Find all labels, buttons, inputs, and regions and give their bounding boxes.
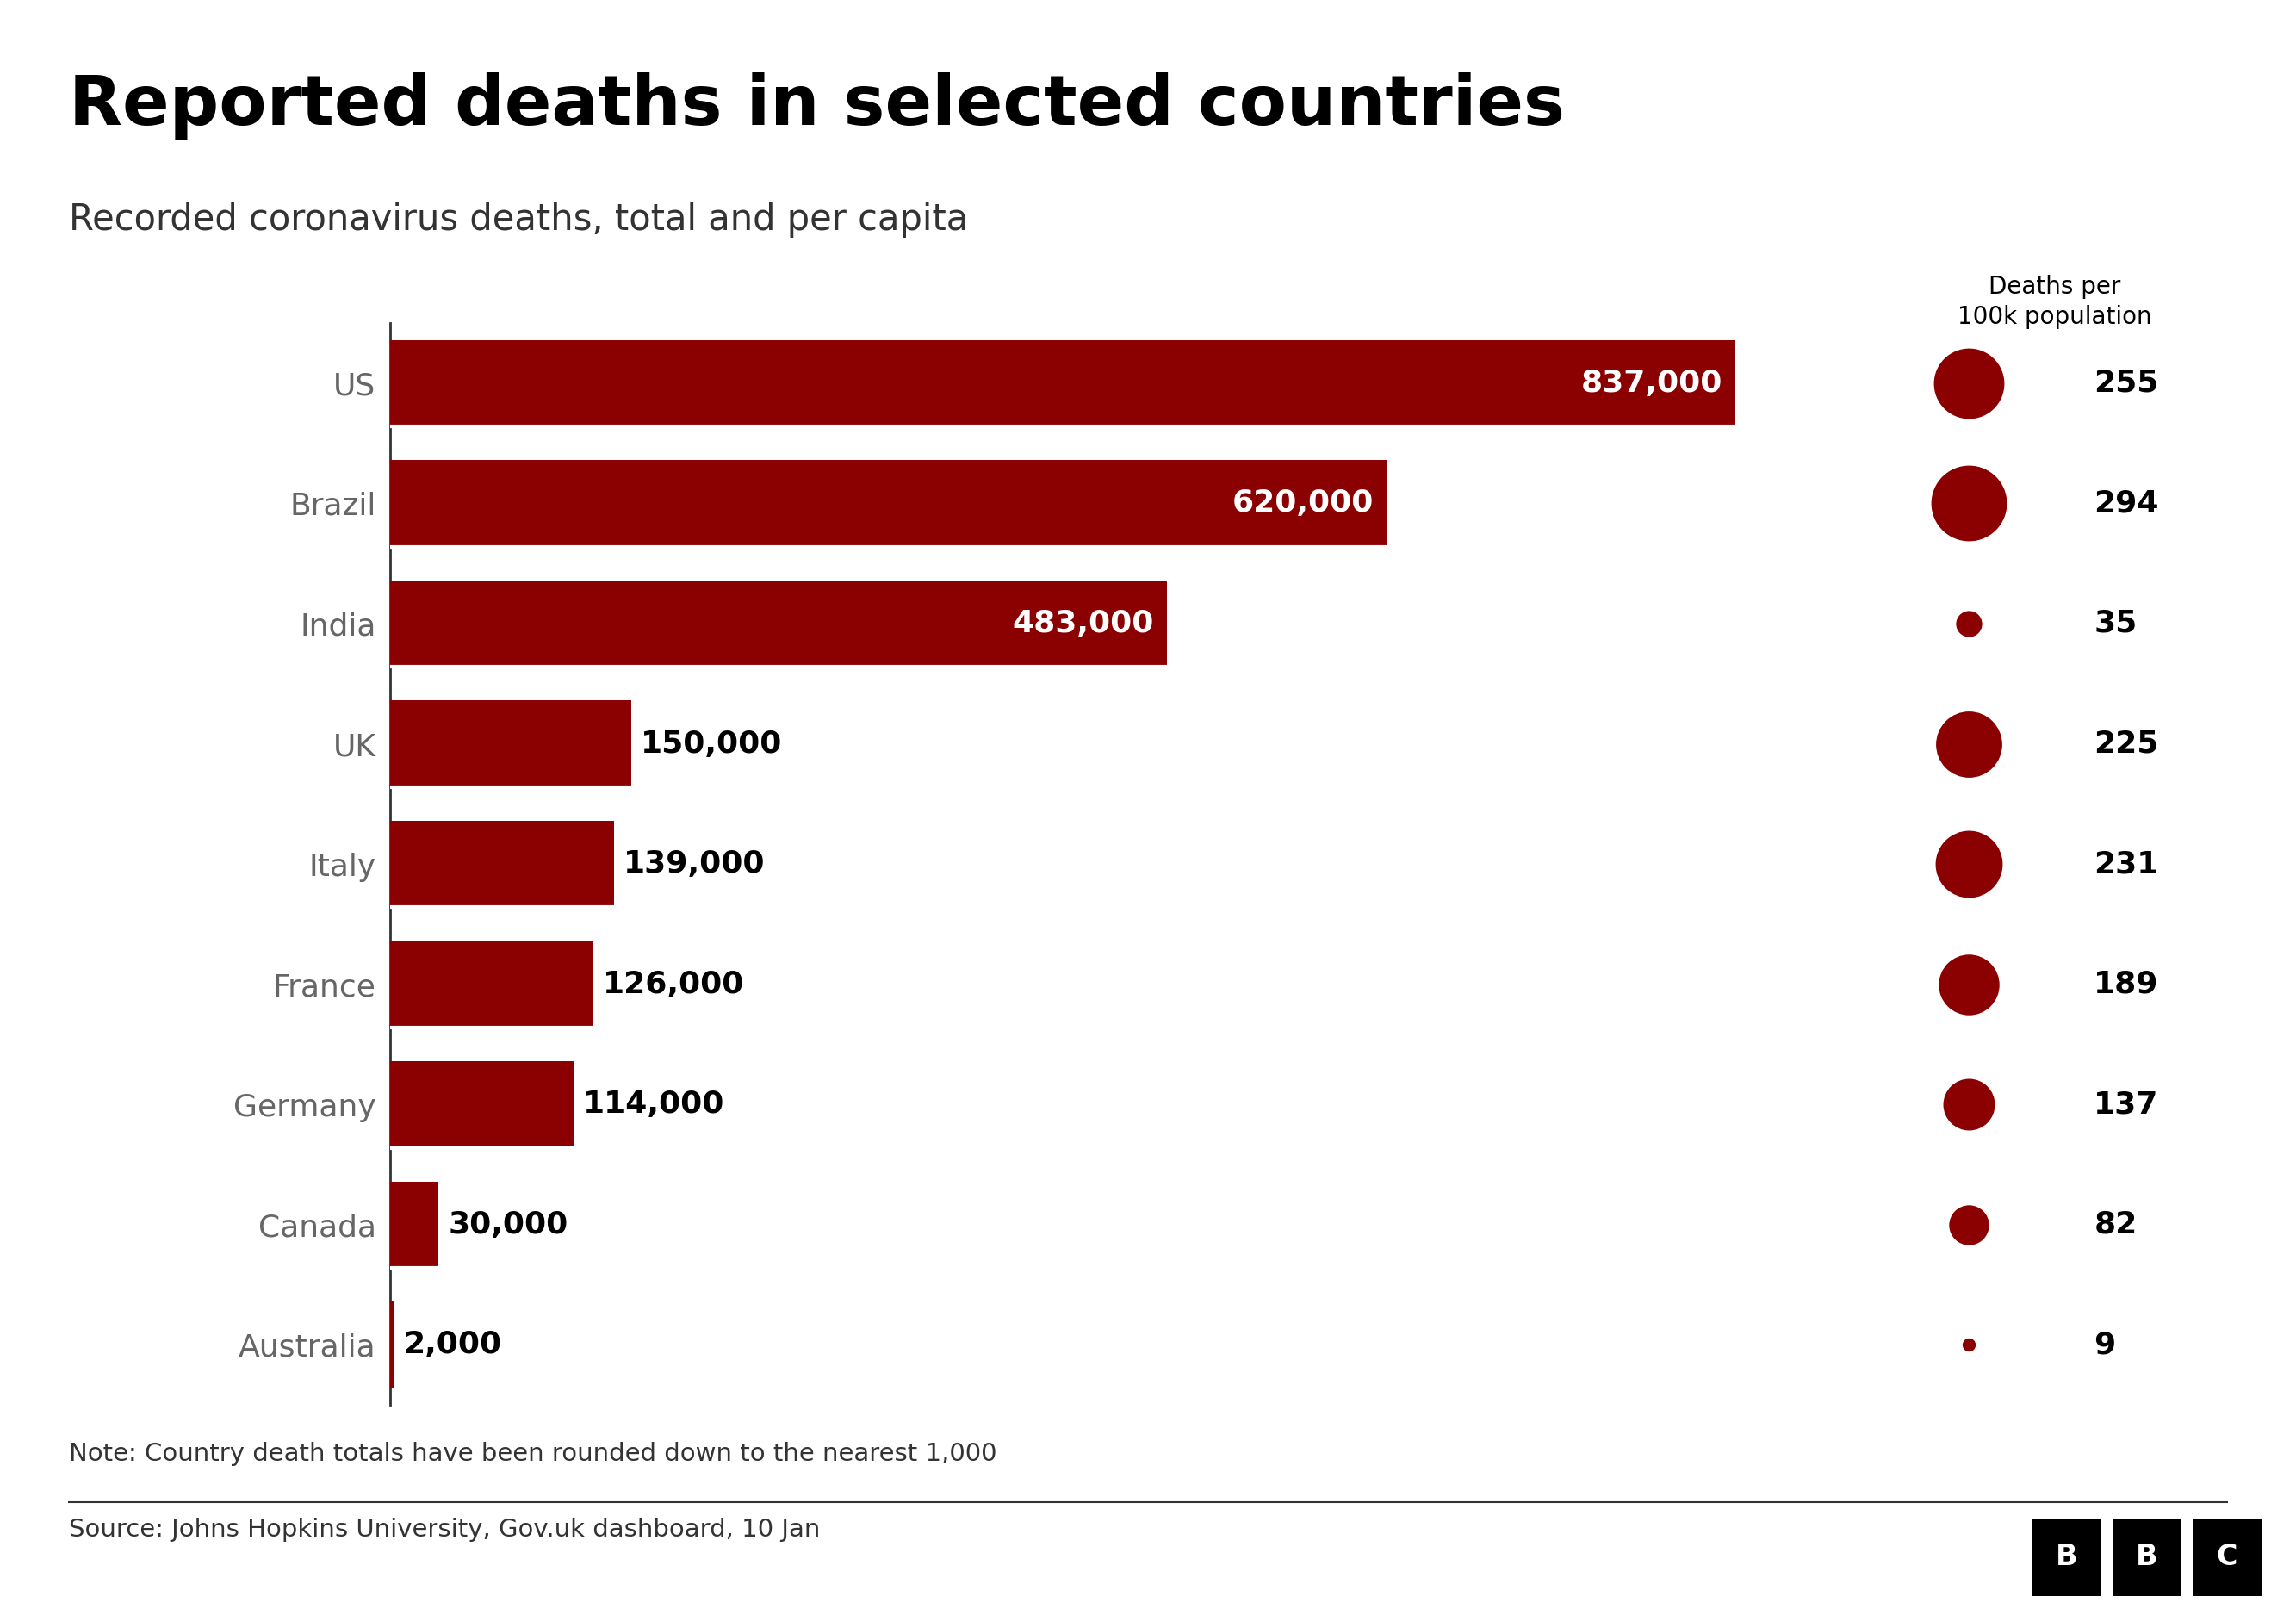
Text: Reported deaths in selected countries: Reported deaths in selected countries	[69, 73, 1566, 141]
Bar	[390, 1182, 439, 1268]
Bar	[390, 1302, 393, 1389]
Text: Recorded coronavirus deaths, total and per capita: Recorded coronavirus deaths, total and p…	[69, 202, 969, 237]
Text: Deaths per
100k population: Deaths per 100k population	[1958, 275, 2151, 329]
Text: 126,000: 126,000	[602, 969, 744, 1000]
Text: 150,000: 150,000	[641, 728, 783, 759]
Point	[1952, 370, 1988, 396]
Text: 189: 189	[2094, 969, 2158, 1000]
Text: 139,000: 139,000	[625, 849, 765, 879]
Text: 9: 9	[2094, 1331, 2115, 1360]
Text: 137: 137	[2094, 1090, 2158, 1119]
Point	[1952, 732, 1988, 757]
Point	[1952, 1092, 1988, 1118]
Text: 35: 35	[2094, 609, 2138, 638]
Point	[1952, 971, 1988, 996]
Text: 483,000: 483,000	[1013, 609, 1155, 638]
Bar	[390, 1061, 574, 1148]
Point	[1952, 1332, 1988, 1358]
Point	[1952, 491, 1988, 517]
Bar	[390, 339, 1736, 426]
Bar	[390, 820, 613, 908]
Bar	[390, 942, 592, 1027]
Text: 837,000: 837,000	[1582, 368, 1722, 397]
Point	[1952, 610, 1988, 636]
Point	[1952, 851, 1988, 877]
Point	[1952, 1211, 1988, 1237]
Text: 294: 294	[2094, 489, 2158, 518]
Text: 82: 82	[2094, 1210, 2138, 1239]
Text: 30,000: 30,000	[448, 1210, 567, 1239]
Text: Note: Country death totals have been rounded down to the nearest 1,000: Note: Country death totals have been rou…	[69, 1442, 996, 1466]
Text: C: C	[2216, 1542, 2239, 1571]
Text: 231: 231	[2094, 849, 2158, 879]
Text: 2,000: 2,000	[404, 1331, 501, 1360]
Text: Source: Johns Hopkins University, Gov.uk dashboard, 10 Jan: Source: Johns Hopkins University, Gov.uk…	[69, 1518, 820, 1542]
Bar	[390, 580, 1166, 667]
Text: 225: 225	[2094, 728, 2158, 759]
Text: 255: 255	[2094, 368, 2158, 397]
Text: B: B	[2055, 1542, 2078, 1571]
Text: 114,000: 114,000	[583, 1090, 726, 1119]
Text: 620,000: 620,000	[1233, 489, 1373, 518]
Bar	[390, 460, 1387, 546]
Bar	[390, 701, 631, 787]
Text: B: B	[2135, 1542, 2158, 1571]
